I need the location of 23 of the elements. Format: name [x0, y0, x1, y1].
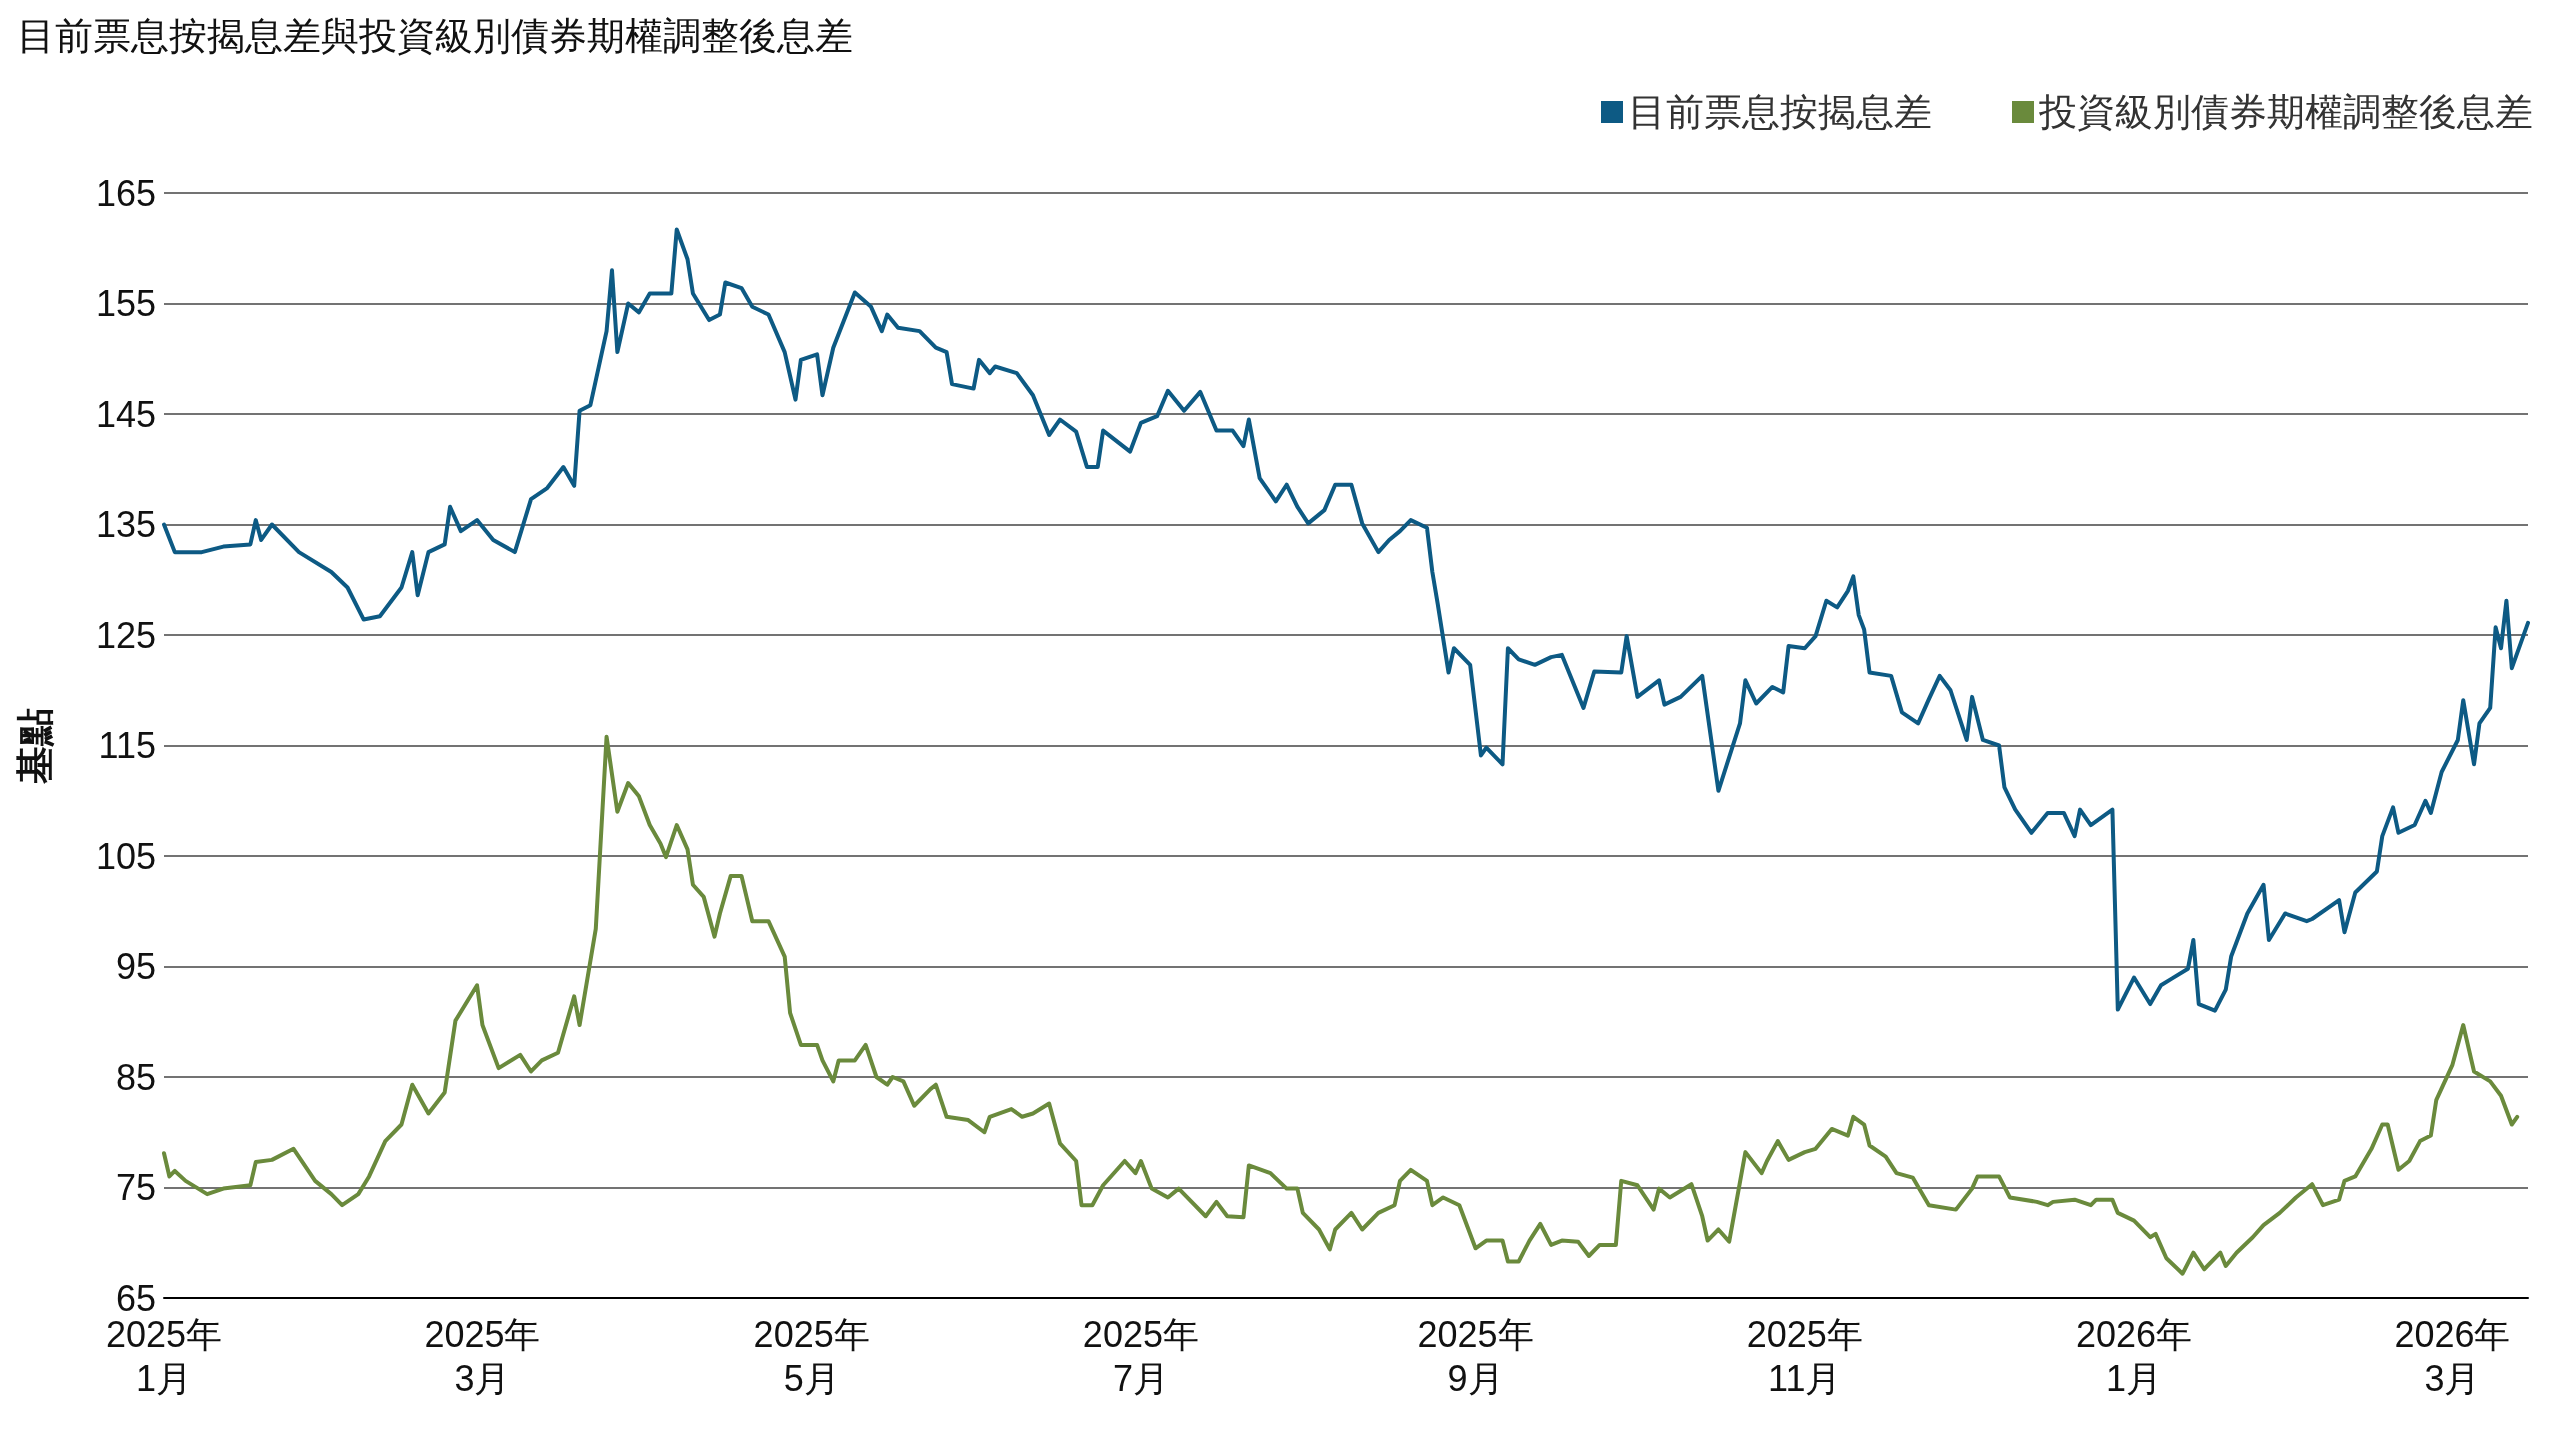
y-tick-label: 125	[95, 614, 156, 656]
legend-label: 投資級別債券期權調整後息差	[2038, 91, 2533, 133]
x-tick-label: 2025年 7月	[1082, 1313, 1199, 1399]
y-tick-label: 75	[115, 1167, 156, 1208]
y-tick-label: 145	[95, 393, 156, 435]
x-tick-label: 2026年 3月	[2394, 1313, 2511, 1399]
y-tick-label: 85	[115, 1056, 156, 1098]
y-tick-label: 105	[95, 835, 156, 877]
chart-title: 目前票息按揭息差與投資級別債券期權調整後息差	[17, 15, 853, 57]
x-tick-label: 2026年 1月	[2075, 1313, 2193, 1399]
line-series	[162, 734, 2520, 1276]
x-tick-label: 2025年 5月	[753, 1313, 870, 1399]
x-tick-label: 2025年 11月	[1746, 1313, 1863, 1399]
legend-label: 目前票息按揭息差	[1628, 91, 1932, 133]
x-tick-label: 2025年 3月	[424, 1313, 541, 1399]
line-series	[162, 227, 2530, 1013]
y-tick-label: 95	[115, 946, 156, 987]
y-tick-label: 165	[95, 172, 156, 214]
y-tick-label: 135	[95, 504, 156, 545]
x-tick-label: 2025年 9月	[1417, 1313, 1534, 1399]
y-tick-label: 115	[98, 725, 156, 766]
y-axis-title: 基點	[14, 707, 56, 785]
y-tick-label: 155	[95, 283, 156, 324]
